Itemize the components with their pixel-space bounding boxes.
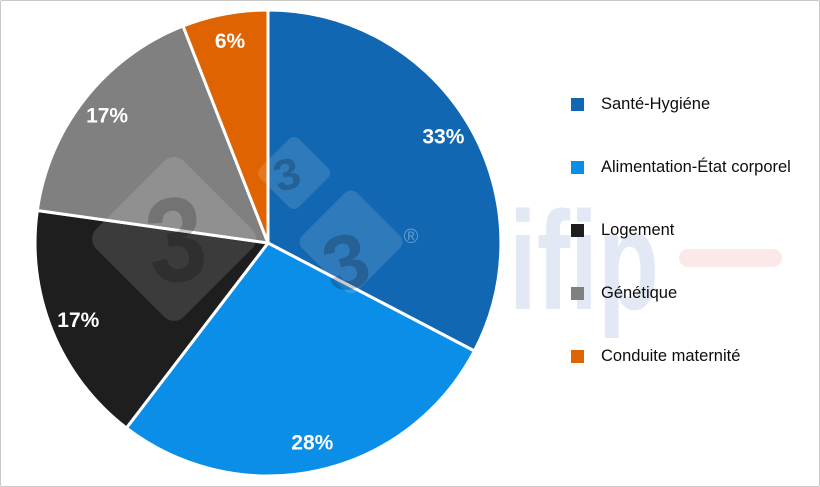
legend-item-2: Logement: [571, 220, 791, 241]
watermark-diamond-2: [299, 190, 403, 294]
legend-label-1: Alimentation-État corporel: [601, 158, 791, 176]
chart-legend: Santé-Hygiéne Alimentation-État corporel L…: [571, 94, 791, 409]
legend-label-2: Logement: [601, 221, 675, 239]
pie-slice-3: [35, 24, 270, 245]
slice-value-label-3: 17%: [86, 104, 128, 127]
legend-item-0: Santé-Hygiéne: [571, 94, 791, 115]
watermark-333: 3 33 ® ifip: [92, 137, 782, 339]
legend-swatch-0: [571, 98, 584, 111]
slice-value-label-4: 6%: [215, 30, 246, 53]
watermark-registered-icon: ®: [404, 226, 419, 248]
watermark-underline: [679, 249, 782, 267]
legend-label-3: Génétique: [601, 284, 678, 302]
legend-item-4: Conduite maternité: [571, 346, 791, 367]
legend-item-3: Génétique: [571, 283, 791, 304]
legend-swatch-3: [571, 287, 584, 300]
legend-swatch-4: [571, 350, 584, 363]
watermark-ifip: ifip: [509, 182, 659, 339]
pie-slice-2: [33, 209, 270, 430]
watermark-diamond-1: [258, 137, 330, 209]
slice-value-labels: 33% 28% 17% 17% 6%: [57, 30, 464, 455]
legend-swatch-1: [571, 161, 584, 174]
legend-label-4: Conduite maternité: [601, 347, 741, 365]
pie-slices: [33, 8, 503, 478]
legend-label-0: Santé-Hygiéne: [601, 95, 711, 113]
slice-value-label-0: 33%: [422, 125, 464, 148]
pie-slice-1: [124, 241, 476, 478]
pie-slice-4: [181, 8, 270, 245]
legend-swatch-2: [571, 224, 584, 237]
pie-slice-0: [266, 8, 503, 353]
legend-item-1: Alimentation-État corporel: [571, 157, 791, 178]
watermark-diamond-0: [92, 157, 256, 321]
slice-value-label-1: 28%: [291, 432, 333, 455]
slice-value-label-2: 17%: [57, 309, 99, 332]
